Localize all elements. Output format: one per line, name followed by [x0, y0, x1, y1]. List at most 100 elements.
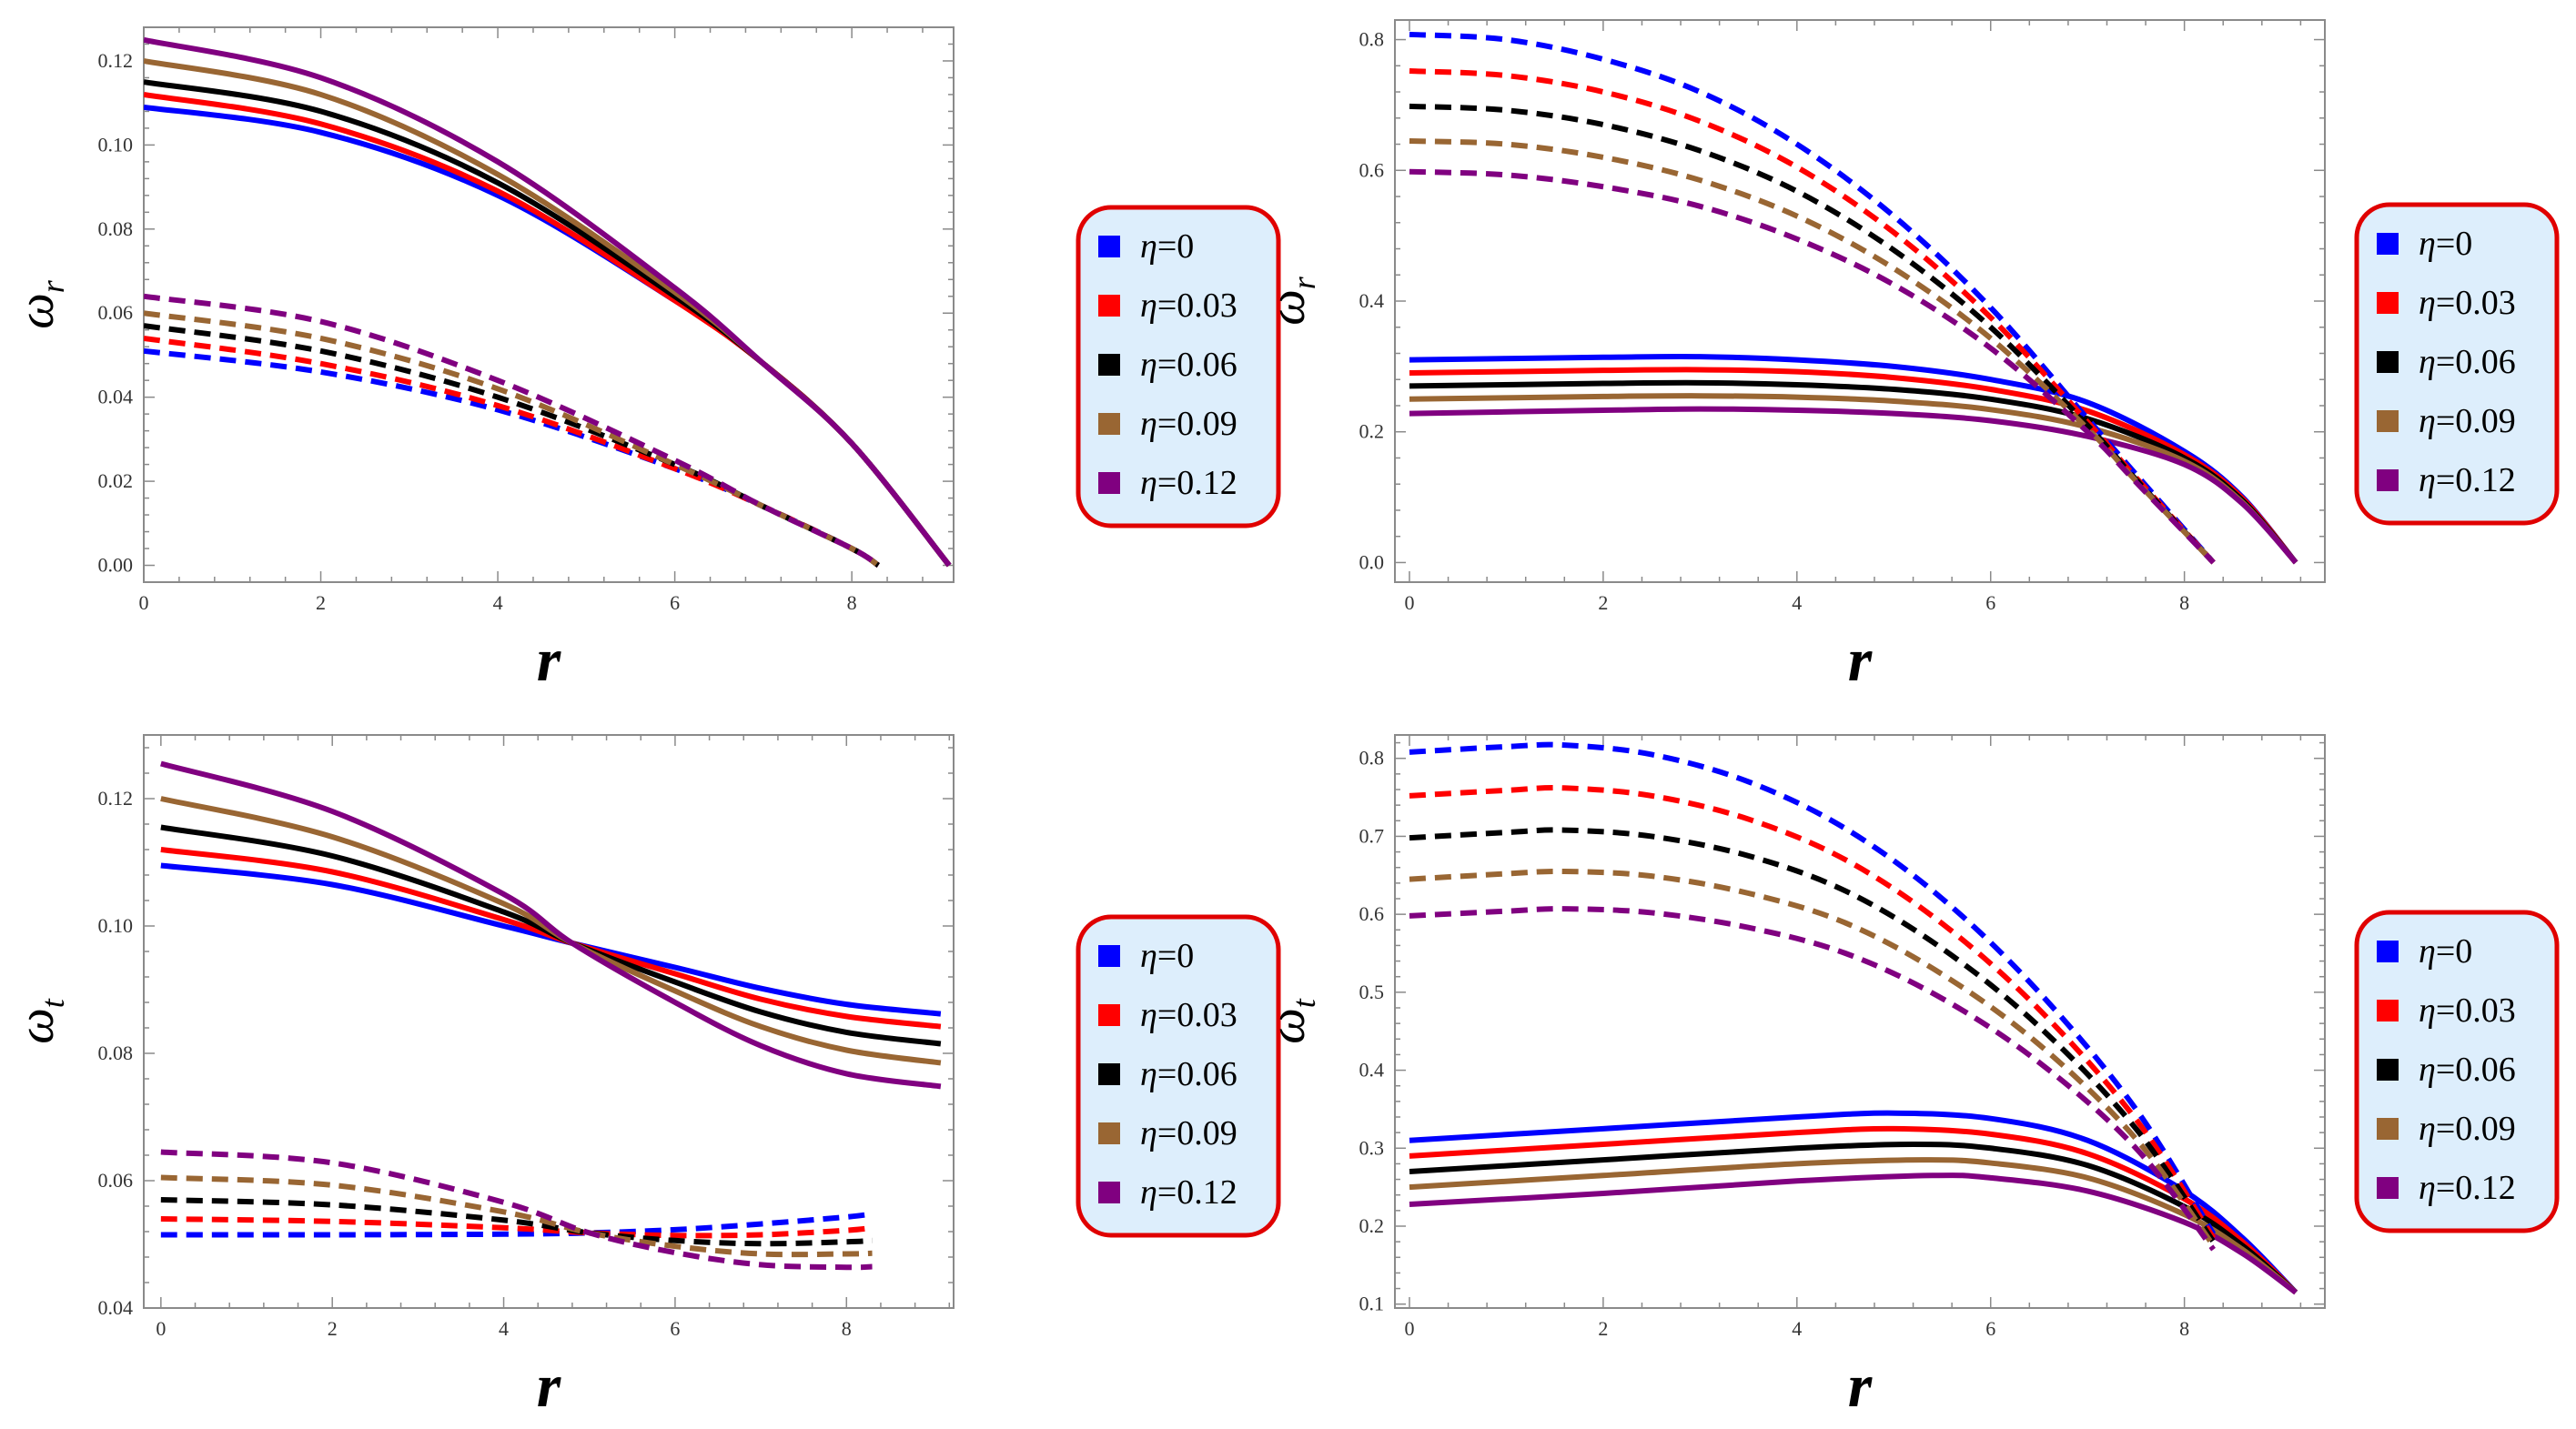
- y-tick-label: 0.06: [98, 301, 134, 324]
- legend-swatch: [1098, 236, 1120, 257]
- legend-label: η=0.06: [2419, 343, 2516, 381]
- legend-swatch: [2377, 1059, 2399, 1081]
- legend-swatch: [1098, 1004, 1120, 1026]
- y-tick-label: 0.12: [98, 787, 134, 810]
- series-line-dashed-eta-0p09: [1409, 868, 2216, 1248]
- x-tick-label: 2: [316, 591, 326, 614]
- legend-swatch: [1098, 1182, 1120, 1203]
- legend-box: [2354, 202, 2560, 526]
- series-group: [160, 760, 942, 1271]
- y-tick-label: 0.10: [98, 133, 134, 156]
- y-tick-label: 0.04: [98, 1296, 134, 1319]
- y-tick-label: 0.1: [1359, 1293, 1385, 1315]
- x-tick-label: 6: [1985, 1317, 1995, 1340]
- x-axis-label: r: [537, 1351, 561, 1420]
- series-line-solid-eta-0p12: [1409, 406, 2298, 565]
- x-tick-label: 4: [1792, 591, 1802, 614]
- series-line-dashed-eta-0p06: [1409, 103, 2216, 565]
- legend-label: η=0.09: [1140, 405, 1237, 443]
- series-group: [144, 36, 952, 569]
- plot-frame: [143, 26, 955, 583]
- y-tick-label: 0.04: [98, 386, 134, 408]
- x-tick-label: 2: [328, 1317, 338, 1340]
- y-tick-label: 0.8: [1359, 28, 1385, 51]
- y-tick-label: 0.12: [98, 49, 134, 72]
- y-tick-label: 0.4: [1359, 1059, 1385, 1082]
- legend-swatch: [2377, 410, 2399, 432]
- y-axis-label: ωr: [8, 279, 71, 329]
- x-tick-label: 8: [842, 1317, 852, 1340]
- y-tick-label: 0.2: [1359, 420, 1385, 443]
- x-axis-label: r: [1848, 625, 1873, 694]
- x-tick-label: 6: [670, 1317, 680, 1340]
- chart-panel-top-right: 0 2 4 6 80.00.20.40.60.8rωrη=0η=0.03η=0.06η=…: [1259, 19, 2560, 694]
- legend-swatch: [1098, 354, 1120, 376]
- chart-panel-top-left: 0 2 4 6 80.000.020.040.060.080.100.12rωrη=0η…: [8, 26, 1281, 694]
- chart-panel-bottom-right: 0 2 4 6 80.10.20.30.40.50.60.70.8rωtη=0η=0.0…: [1259, 734, 2560, 1420]
- legend: η=0 η=0.03 η=0.06 η=0.09 η=0.12: [2354, 910, 2560, 1233]
- x-tick-label: 4: [493, 591, 503, 614]
- series-line-dashed-eta-0p12: [160, 1149, 873, 1271]
- legend-swatch: [2377, 351, 2399, 373]
- series-line-solid-eta-0: [1409, 1110, 2298, 1294]
- x-tick-label: 6: [1985, 591, 1995, 614]
- series-line-dashed-eta-0p09: [144, 310, 881, 569]
- series-group: [1409, 31, 2298, 565]
- legend-box: [1076, 914, 1281, 1238]
- y-tick-label: 0.06: [98, 1169, 134, 1192]
- legend-swatch: [1098, 295, 1120, 317]
- legend-swatch: [2377, 292, 2399, 314]
- legend-label: η=0.12: [2419, 461, 2516, 499]
- legend-label: η=0.03: [2419, 991, 2516, 1030]
- x-axis-label: r: [537, 625, 561, 694]
- legend-label: η=0: [1140, 937, 1194, 975]
- series-group: [1409, 741, 2298, 1295]
- x-tick-label: 0: [139, 591, 149, 614]
- y-tick-label: 0.6: [1359, 902, 1385, 925]
- legend-swatch: [1098, 1063, 1120, 1085]
- legend-swatch: [1098, 472, 1120, 494]
- legend-label: η=0.03: [1140, 287, 1237, 325]
- x-tick-label: 4: [499, 1317, 509, 1340]
- y-tick-label: 0.4: [1359, 289, 1385, 312]
- y-tick-label: 0.7: [1359, 824, 1385, 847]
- x-tick-label: 4: [1792, 1317, 1802, 1340]
- x-tick-label: 0: [156, 1317, 166, 1340]
- x-tick-label: 6: [670, 591, 680, 614]
- y-tick-label: 0.6: [1359, 158, 1385, 181]
- legend-label: η=0: [2419, 932, 2472, 971]
- legend-label: η=0: [1140, 227, 1194, 266]
- x-tick-label: 2: [1598, 1317, 1608, 1340]
- series-line-dashed-eta-0p12: [144, 293, 881, 569]
- legend-swatch: [2377, 233, 2399, 255]
- y-tick-label: 0.2: [1359, 1214, 1385, 1237]
- legend-box: [2354, 910, 2560, 1233]
- legend-box: [1076, 205, 1281, 528]
- series-line-solid-eta-0p12: [144, 36, 952, 568]
- legend-label: η=0.09: [1140, 1114, 1237, 1152]
- legend: η=0 η=0.03 η=0.06 η=0.09 η=0.12: [2354, 202, 2560, 526]
- y-tick-label: 0.0: [1359, 550, 1385, 573]
- x-tick-label: 8: [847, 591, 857, 614]
- legend-swatch: [1098, 1122, 1120, 1144]
- plot-frame: [1394, 19, 2326, 583]
- y-tick-label: 0.00: [98, 554, 134, 577]
- series-line-solid-eta-0p03: [1409, 1125, 2298, 1295]
- legend-label: η=0.06: [1140, 346, 1237, 384]
- legend-label: η=0.03: [1140, 996, 1237, 1034]
- x-tick-label: 8: [2179, 1317, 2189, 1340]
- series-line-dashed-eta-0p06: [1409, 827, 2217, 1243]
- legend-label: η=0.09: [2419, 1110, 2516, 1148]
- y-axis-label: ωt: [8, 998, 71, 1044]
- legend-swatch: [2377, 469, 2399, 491]
- legend-label: η=0.12: [2419, 1169, 2516, 1207]
- x-tick-label: 0: [1404, 591, 1414, 614]
- plot-frame: [143, 734, 955, 1309]
- legend-label: η=0.06: [2419, 1051, 2516, 1089]
- legend-swatch: [2377, 1000, 2399, 1021]
- y-tick-label: 0.5: [1359, 981, 1385, 1003]
- legend-label: η=0: [2419, 225, 2472, 263]
- x-tick-label: 0: [1404, 1317, 1414, 1340]
- legend-label: η=0.12: [1140, 1173, 1237, 1212]
- legend-label: η=0.09: [2419, 402, 2516, 440]
